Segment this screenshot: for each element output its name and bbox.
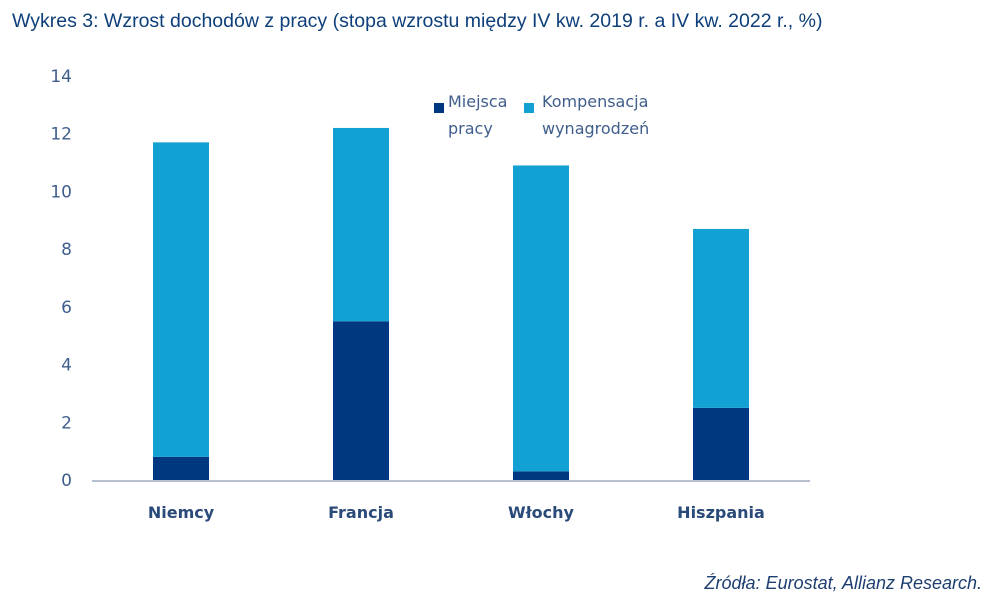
y-tick-label: 2 <box>61 413 72 433</box>
bar-miejsca-pracy-0 <box>153 456 209 480</box>
legend-label: pracy <box>448 119 493 138</box>
y-tick-label: 8 <box>61 240 72 260</box>
chart-title: Wykres 3: Wzrost dochodów z pracy (stopa… <box>12 10 823 32</box>
bar-kompensacja-1 <box>333 127 389 322</box>
y-tick-label: 4 <box>61 356 72 376</box>
source-note: Źródła: Eurostat, Allianz Research. <box>704 573 982 593</box>
bar-kompensacja-2 <box>513 165 569 472</box>
bar-miejsca-pracy-2 <box>513 471 569 480</box>
y-tick-label: 0 <box>61 471 72 491</box>
x-axis-categories: Niemcy Francja Włochy Hiszpania <box>148 503 765 522</box>
legend-label: wynagrodzeń <box>542 119 649 138</box>
legend-label: Miejsca <box>448 92 507 111</box>
category-label: Włochy <box>508 503 574 522</box>
bars <box>153 127 749 480</box>
y-tick-label: 10 <box>50 182 72 202</box>
legend-swatch <box>524 103 534 113</box>
category-label: Hiszpania <box>677 503 765 522</box>
category-label: Francja <box>328 503 394 522</box>
y-tick-label: 12 <box>50 125 72 145</box>
bar-kompensacja-3 <box>693 228 749 408</box>
y-axis-ticks: 0 2 4 6 8 10 12 14 <box>50 67 72 491</box>
legend-label: Kompensacja <box>542 92 648 111</box>
category-label: Niemcy <box>148 503 215 522</box>
bar-miejsca-pracy-1 <box>333 321 389 480</box>
legend: Miejsca pracy Kompensacja wynagrodzeń <box>434 92 649 138</box>
bar-miejsca-pracy-3 <box>693 407 749 480</box>
legend-swatch <box>434 103 444 113</box>
y-tick-label: 6 <box>61 298 72 318</box>
y-tick-label: 14 <box>50 67 72 87</box>
bar-kompensacja-0 <box>153 142 209 457</box>
